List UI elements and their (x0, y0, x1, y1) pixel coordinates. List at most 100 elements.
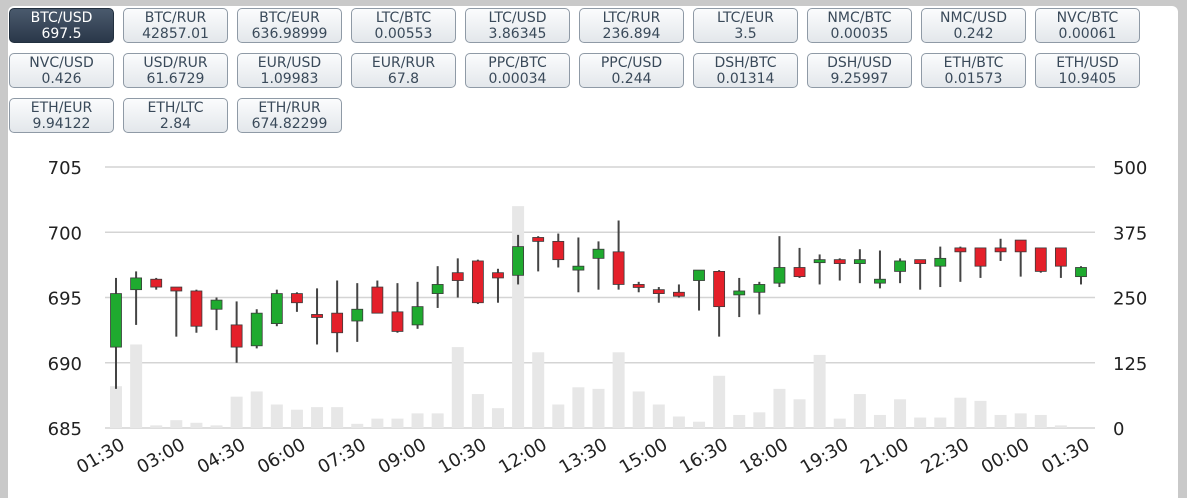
candle (230, 301, 243, 363)
candle-body (150, 278, 163, 288)
pair-button-nmc-usd[interactable]: NMC/USD 0.242 (921, 8, 1026, 43)
candle-body (592, 248, 605, 259)
volume-bar (250, 391, 263, 428)
pair-name: DSH/USD (827, 55, 892, 71)
candle (311, 288, 323, 345)
candle (130, 271, 143, 325)
pair-button-btc-eur[interactable]: BTC/EUR 636.98999 (237, 8, 342, 43)
volume-bar (150, 425, 163, 428)
volume-bar (773, 388, 786, 428)
candle-body (130, 277, 143, 291)
pair-name: LTC/RUR (602, 10, 661, 26)
pair-button-ppc-usd[interactable]: PPC/USD 0.244 (579, 53, 684, 88)
pair-name: BTC/EUR (259, 10, 320, 26)
pair-name: LTC/USD (488, 10, 547, 26)
candle-body (612, 251, 625, 285)
pair-button-nvc-usd[interactable]: NVC/USD 0.426 (9, 53, 114, 88)
pair-button-eur-usd[interactable]: EUR/USD 1.09983 (237, 53, 342, 88)
pair-button-nmc-btc[interactable]: NMC/BTC 0.00035 (807, 8, 912, 43)
candle-body (853, 259, 866, 264)
pair-button-eur-rur[interactable]: EUR/RUR 67.8 (351, 53, 456, 88)
pair-name: NVC/USD (29, 55, 94, 71)
candle-body (250, 312, 263, 347)
time-tick-label: 22:30 (917, 434, 972, 478)
pair-name: DSH/BTC (714, 55, 777, 71)
pair-button-eth-btc[interactable]: ETH/BTC 0.01573 (921, 53, 1026, 88)
candle-body (351, 308, 364, 322)
pair-name: ETH/USD (1056, 55, 1119, 71)
pair-button-eth-rur[interactable]: ETH/RUR 674.82299 (237, 98, 342, 133)
candle (150, 277, 163, 290)
volume-bar (391, 418, 404, 428)
volume-bar (411, 413, 424, 428)
pair-name: ETH/RUR (258, 100, 321, 116)
pair-price: 636.98999 (251, 26, 328, 42)
volume-bar (713, 375, 726, 428)
candle (612, 220, 625, 290)
time-tick-label: 00:00 (978, 434, 1033, 478)
candle (974, 247, 987, 278)
pair-button-ltc-rur[interactable]: LTC/RUR 236.894 (579, 8, 684, 43)
pair-name: LTC/BTC (375, 10, 432, 26)
pair-price: 0.01573 (944, 71, 1003, 87)
volume-bar (230, 396, 243, 428)
pair-button-btc-usd[interactable]: BTC/USD 697.5 (9, 8, 114, 43)
candle-body (773, 267, 786, 284)
candle-body (210, 299, 223, 310)
candle-body (230, 324, 243, 348)
pair-button-ltc-eur[interactable]: LTC/EUR 3.5 (693, 8, 798, 43)
time-tick-label: 18:00 (737, 434, 792, 478)
pair-button-ltc-usd[interactable]: LTC/USD 3.86345 (465, 8, 570, 43)
pair-button-eth-eur[interactable]: ETH/EUR 9.94122 (9, 98, 114, 133)
volume-bar (592, 388, 605, 428)
candle-body (954, 247, 967, 253)
pair-price: 1.09983 (260, 71, 319, 87)
volume-bar (210, 425, 223, 428)
volume-bar (572, 387, 585, 428)
pair-button-usd-rur[interactable]: USD/RUR 61.6729 (123, 53, 228, 88)
candle (451, 258, 464, 298)
volume-bar (110, 386, 122, 428)
candle (351, 283, 364, 342)
candle (793, 247, 806, 278)
volume-bar (311, 407, 324, 428)
time-tick-label: 10:30 (435, 434, 490, 478)
pair-price: 10.9405 (1058, 71, 1117, 87)
volume-bar (371, 418, 384, 428)
price-tick-label: 690 (48, 354, 82, 375)
candle-body (391, 311, 404, 332)
pair-price: 0.242 (953, 26, 994, 42)
volume-bar (813, 354, 826, 428)
pair-button-btc-rur[interactable]: BTC/RUR 42857.01 (123, 8, 228, 43)
candle (371, 280, 384, 314)
candle (411, 281, 424, 329)
pair-name: ETH/LTC (147, 100, 204, 116)
pair-button-dsh-btc[interactable]: DSH/BTC 0.01314 (693, 53, 798, 88)
pair-button-ltc-btc[interactable]: LTC/BTC 0.00553 (351, 8, 456, 43)
pair-price: 3.86345 (488, 26, 547, 42)
pair-button-eth-ltc[interactable]: ETH/LTC 2.84 (123, 98, 228, 133)
candle-body (693, 269, 705, 281)
volume-bar (632, 391, 645, 428)
pair-button-ppc-btc[interactable]: PPC/BTC 0.00034 (465, 53, 570, 88)
pair-button-nvc-btc[interactable]: NVC/BTC 0.00061 (1035, 8, 1140, 43)
candle (391, 283, 404, 333)
candle (492, 268, 504, 303)
time-tick-label: 06:00 (254, 434, 309, 478)
volume-bar (1014, 413, 1027, 428)
volume-bar (130, 344, 143, 428)
price-tick-label: 705 (48, 158, 82, 179)
candle-body (572, 265, 585, 271)
time-tick-label: 04:30 (194, 434, 249, 478)
candle (833, 258, 846, 281)
candle (592, 241, 605, 290)
price-axis: 705 700 695 690 685 (48, 158, 82, 440)
pair-button-eth-usd[interactable]: ETH/USD 10.9405 (1035, 53, 1140, 88)
pair-button-dsh-usd[interactable]: DSH/USD 9.25997 (807, 53, 912, 88)
pair-price: 9.94122 (32, 116, 91, 132)
volume-tick-label: 0 (1113, 419, 1124, 440)
pair-name: BTC/USD (30, 10, 93, 26)
candle-body (532, 237, 545, 242)
candle-body (733, 290, 746, 296)
